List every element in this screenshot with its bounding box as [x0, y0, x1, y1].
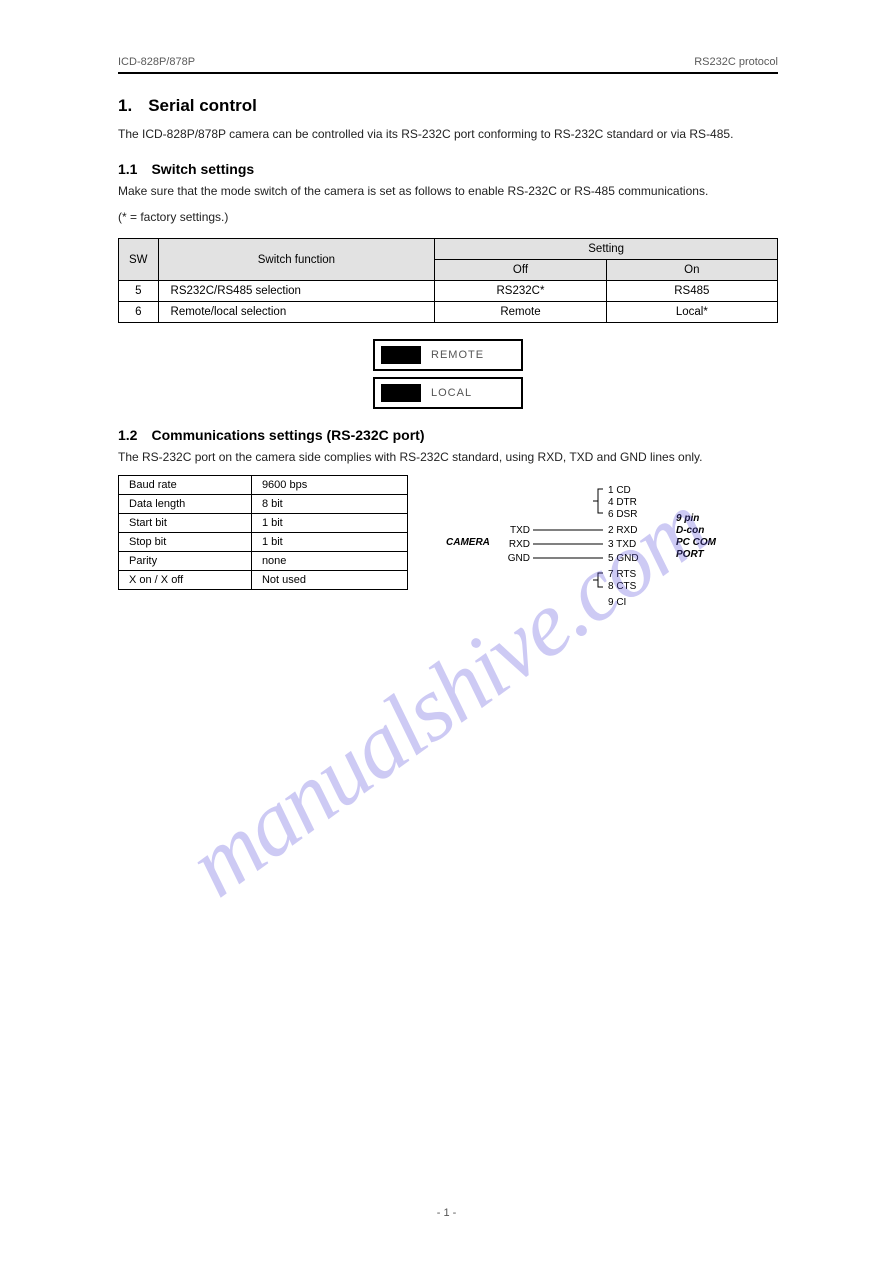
pin-label: 9 CI — [608, 597, 626, 608]
param-name: X on / X off — [119, 570, 252, 589]
th-setting: Setting — [435, 239, 778, 260]
header-left: ICD-828P/878P — [118, 56, 195, 68]
switch-note: (* = factory settings.) — [118, 209, 778, 226]
table-header-row: SW Switch function Setting — [119, 239, 778, 260]
port-label: PC COM — [676, 537, 717, 548]
param-value: Not used — [251, 570, 407, 589]
pin-label: 5 GND — [608, 553, 639, 564]
cam-line-label: RXD — [509, 539, 530, 550]
dip-local: LOCAL — [373, 377, 523, 409]
th-off: Off — [435, 260, 606, 281]
param-value: none — [251, 551, 407, 570]
subsection-title-comm: 1.2 Communications settings (RS-232C por… — [118, 427, 778, 443]
port-label: PORT — [676, 549, 704, 560]
table-row: Paritynone — [119, 551, 408, 570]
pin-label: 2 RXD — [608, 525, 637, 536]
th-sw: SW — [119, 239, 159, 281]
section-number: 1. — [118, 96, 132, 116]
param-name: Parity — [119, 551, 252, 570]
param-value: 9600 bps — [251, 475, 407, 494]
param-value: 1 bit — [251, 513, 407, 532]
param-name: Start bit — [119, 513, 252, 532]
page-header: ICD-828P/878P RS232C protocol — [118, 56, 778, 74]
cell-func: Remote/local selection — [158, 302, 435, 323]
cell-off: Remote — [435, 302, 606, 323]
pin-label: 4 DTR — [608, 497, 637, 508]
cell-on: RS485 — [606, 281, 777, 302]
camera-label: CAMERA — [446, 537, 490, 548]
table-row: 5 RS232C/RS485 selection RS232C* RS485 — [119, 281, 778, 302]
subsection-heading: Communications settings (RS-232C port) — [151, 427, 424, 443]
cam-line-label: GND — [508, 553, 530, 564]
subsection-number: 1.1 — [118, 161, 137, 177]
cell-off: RS232C* — [435, 281, 606, 302]
pin-label: 6 DSR — [608, 509, 637, 520]
subsection-heading: Switch settings — [151, 161, 254, 177]
cell-on: Local* — [606, 302, 777, 323]
section-title-serial: 1. Serial control — [118, 96, 778, 116]
param-name: Data length — [119, 494, 252, 513]
rs232-content-row: Baud rate9600 bps Data length8 bit Start… — [118, 475, 778, 645]
pin-label: 8 CTS — [608, 581, 637, 592]
cam-line-label: TXD — [510, 525, 530, 536]
cell-sw: 6 — [119, 302, 159, 323]
wiring-diagram: 9 pin D-con PC COM PORT CAMERA 1 CD 4 DT… — [438, 475, 718, 645]
header-right: RS232C protocol — [694, 56, 778, 68]
dip-block-icon — [381, 346, 421, 364]
pin-label: 1 CD — [608, 485, 631, 496]
table-row: 6 Remote/local selection Remote Local* — [119, 302, 778, 323]
pin-label: 3 TXD — [608, 539, 636, 550]
comm-paragraph: The RS-232C port on the camera side comp… — [118, 449, 778, 466]
subsection-number: 1.2 — [118, 427, 137, 443]
switch-table-wrap: SW Switch function Setting Off On 5 RS23… — [118, 238, 778, 323]
params-table: Baud rate9600 bps Data length8 bit Start… — [118, 475, 408, 590]
param-value: 8 bit — [251, 494, 407, 513]
pin-label: 7 RTS — [608, 569, 636, 580]
switch-paragraph: Make sure that the mode switch of the ca… — [118, 183, 778, 200]
port-label: D-con — [676, 525, 704, 536]
document-page: ICD-828P/878P RS232C protocol 1. Serial … — [118, 56, 778, 645]
page-number: - 1 - — [437, 1207, 457, 1219]
param-name: Baud rate — [119, 475, 252, 494]
table-row: Data length8 bit — [119, 494, 408, 513]
table-row: Start bit1 bit — [119, 513, 408, 532]
page-footer: - 1 - — [0, 1207, 893, 1219]
section-heading: Serial control — [148, 96, 257, 116]
dip-switch-diagram: REMOTE LOCAL — [373, 339, 523, 409]
subsection-title-switch: 1.1 Switch settings — [118, 161, 778, 177]
cell-sw: 5 — [119, 281, 159, 302]
dip-local-label: LOCAL — [431, 387, 472, 399]
table-row: Baud rate9600 bps — [119, 475, 408, 494]
cell-func: RS232C/RS485 selection — [158, 281, 435, 302]
intro-paragraph: The ICD-828P/878P camera can be controll… — [118, 126, 778, 143]
table-row: X on / X offNot used — [119, 570, 408, 589]
dip-remote: REMOTE — [373, 339, 523, 371]
dip-block-icon — [381, 384, 421, 402]
switch-table: SW Switch function Setting Off On 5 RS23… — [118, 238, 778, 323]
dip-remote-label: REMOTE — [431, 349, 484, 361]
th-on: On — [606, 260, 777, 281]
param-name: Stop bit — [119, 532, 252, 551]
param-value: 1 bit — [251, 532, 407, 551]
th-function: Switch function — [158, 239, 435, 281]
table-row: Stop bit1 bit — [119, 532, 408, 551]
port-label: 9 pin — [676, 513, 699, 524]
